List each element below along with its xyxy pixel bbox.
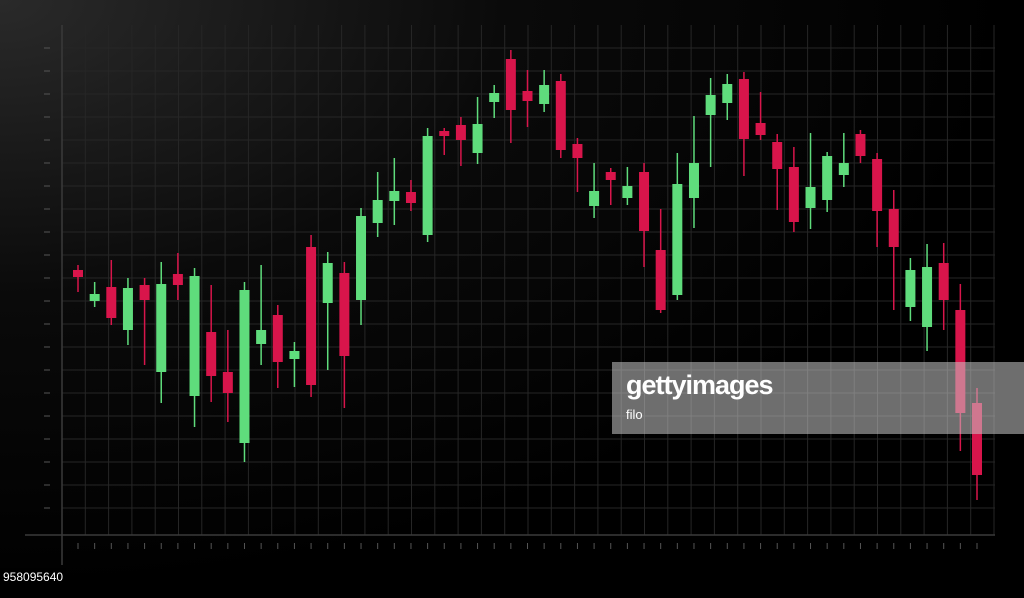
candle-body	[439, 131, 450, 136]
candle-body	[239, 290, 250, 443]
candle-body	[838, 163, 849, 175]
candle-body	[655, 250, 666, 310]
candle-body	[755, 123, 766, 135]
candle-body	[872, 159, 883, 211]
candle-body	[705, 95, 716, 115]
candle-body	[905, 270, 916, 307]
candle-body	[322, 263, 333, 303]
candle-body	[206, 332, 217, 376]
candle-body	[505, 59, 516, 110]
candle-body	[222, 372, 233, 393]
candle-body	[822, 156, 833, 200]
candle-body	[405, 192, 416, 203]
candle-body	[356, 216, 367, 300]
candle-body	[555, 81, 566, 150]
candle-body	[339, 273, 350, 356]
candle-body	[955, 310, 966, 413]
candle-body	[855, 134, 866, 156]
candle-body	[472, 124, 483, 153]
candle-body	[422, 136, 433, 235]
watermark-credit: filo	[626, 407, 643, 422]
candle-body	[738, 79, 749, 139]
candle-body	[772, 142, 783, 169]
candle-body	[272, 315, 283, 362]
image-id: 958095640	[0, 568, 67, 586]
candle-body	[89, 294, 100, 301]
candle-body	[605, 172, 616, 180]
candle-body	[172, 274, 183, 285]
candle-body	[888, 209, 899, 247]
candle-body	[805, 187, 816, 208]
candle-body	[972, 403, 982, 475]
candle-body	[522, 91, 533, 101]
candle-body	[139, 285, 150, 300]
candle-body	[122, 288, 133, 330]
candle-body	[189, 276, 200, 396]
candle-body	[922, 267, 933, 327]
candle-body	[788, 167, 799, 222]
candle-body	[639, 172, 650, 231]
candle-body	[306, 247, 317, 385]
candle-body	[106, 287, 117, 318]
candle-body	[572, 144, 583, 158]
candle-body	[73, 270, 83, 277]
candle-body	[156, 284, 167, 372]
candle-body	[489, 93, 500, 102]
watermark-brand: gettyimages	[626, 370, 774, 400]
candle-body	[372, 200, 383, 223]
watermark: gettyimages filo	[612, 362, 1024, 434]
candle-body	[389, 191, 400, 201]
candle-body	[289, 351, 300, 359]
candle-body	[672, 184, 683, 295]
candle-body	[256, 330, 267, 344]
candle-body	[688, 163, 699, 198]
candle-body	[455, 125, 466, 140]
candle-body	[539, 85, 550, 104]
candle-body	[722, 84, 733, 103]
candle-body	[589, 191, 600, 206]
candle-body	[938, 263, 949, 300]
candle-body	[622, 186, 633, 198]
